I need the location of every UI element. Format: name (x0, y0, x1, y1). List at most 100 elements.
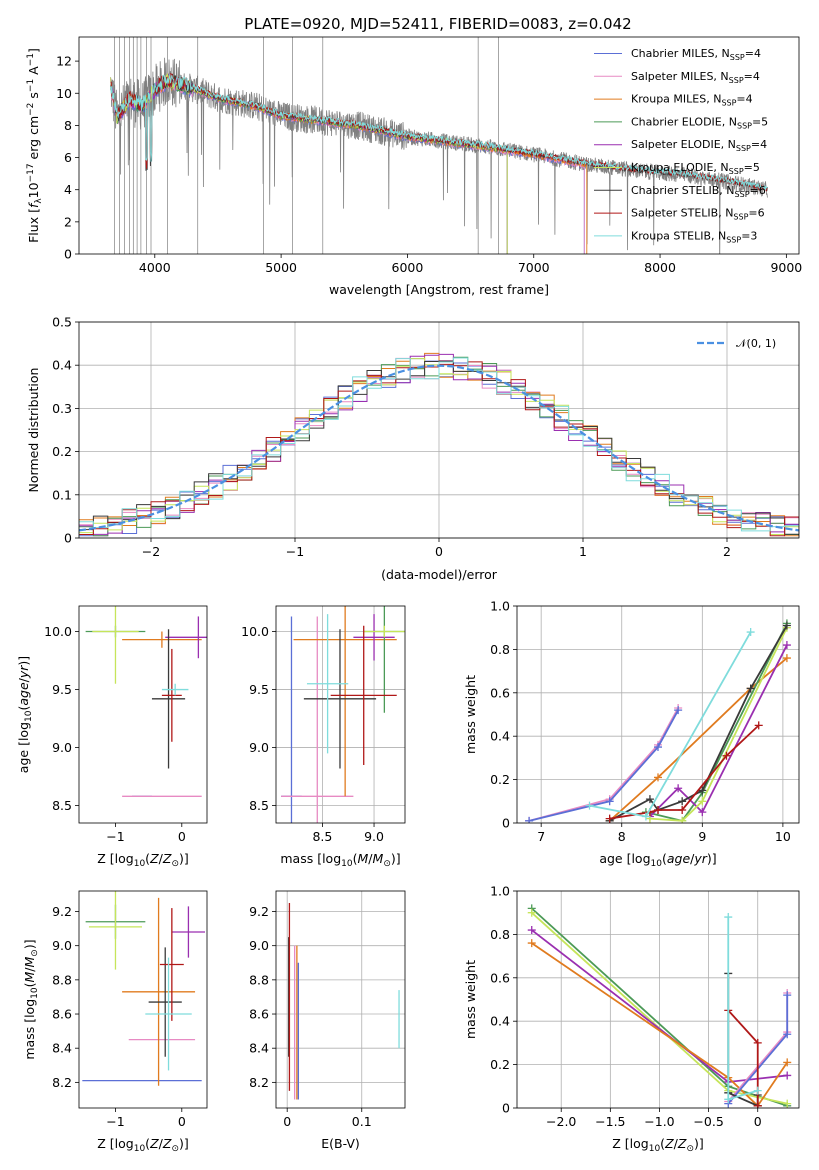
legend-sub: SSP (737, 121, 752, 130)
legend-sub: SSP (721, 99, 736, 108)
y-tick-label: 9.0 (52, 938, 72, 953)
data-point (783, 1071, 792, 1080)
plot-area-mass-weight-vs-Z (527, 904, 792, 1108)
legend-tail: =4 (745, 47, 761, 60)
y-tick-label: 1.0 (490, 599, 510, 614)
y-tick-label: 0.4 (490, 1014, 510, 1029)
data-point (645, 795, 654, 804)
x-tick-label: 7000 (518, 260, 550, 275)
data-point (753, 1101, 762, 1108)
data-point (782, 621, 791, 630)
x-tick-label: 0 (754, 1114, 762, 1129)
y-tick-label: 0.6 (490, 970, 510, 985)
y-tick-label: 6 (64, 150, 72, 165)
series-line (528, 707, 679, 822)
y-tick-label: 0 (502, 816, 510, 831)
y-tick-label: 0 (64, 531, 72, 546)
axes-frame (275, 605, 406, 824)
legend-entry: Salpeter ELODIE, NSSP=4 (631, 138, 767, 153)
y-axis-label: age [log10(age/yr)] (16, 656, 34, 773)
data-point (754, 721, 763, 730)
y-tick-label: 10.0 (241, 624, 269, 639)
y-tick-label: 9.5 (52, 682, 72, 697)
legend-entry: Chabrier MILES, NSSP=4 (631, 47, 761, 62)
data-point (698, 808, 707, 817)
x-tick-label: 0 (283, 1114, 291, 1129)
axes-frame (516, 605, 800, 824)
y-tick-label: 0.8 (490, 927, 510, 942)
data-point (585, 801, 594, 810)
x-tick-label: −1 (106, 829, 124, 844)
y-tick-label: 8.4 (52, 1041, 72, 1056)
series-line (528, 709, 679, 822)
x-axis-label: Z [log10(Z/Z⊙)] (97, 851, 189, 869)
model-spectrum (110, 74, 768, 191)
panel-mass-vs-Z: −1 0 8.2 8.4 8.6 8.8 9.0 9.2 Z [log10(Z/Z⊙)] mass… (22, 890, 208, 1154)
x-tick-label: −1 (286, 544, 304, 559)
y-tick-label: 4 (64, 182, 72, 197)
y-tick-label: 0 (64, 247, 72, 262)
x-tick-label: −1.5 (595, 1114, 625, 1129)
legend-entry: 𝒩(0, 1) (736, 337, 776, 350)
x-tick-label: −1 (106, 1114, 124, 1129)
y-axis-label: mass weight (463, 675, 478, 754)
y-tick-label: 9.0 (249, 740, 269, 755)
panel-residuals: −2 −1 0 1 2 0 0.1 0.2 0.3 0.4 0.5 (data-model)/erro… (26, 315, 800, 582)
y-tick-label: 0.4 (490, 729, 510, 744)
legend-entry: Chabrier STELIB, NSSP=6 (631, 184, 766, 199)
panel-age-vs-mass: 8.5 9.0 8.5 9.0 9.5 10.0 mass [log10(M/M⊙)] (241, 605, 406, 869)
y-tick-label: 8.5 (249, 798, 269, 813)
plot-area-age-vs-Z (85, 606, 207, 797)
legend-base: Salpeter MILES, N (631, 70, 729, 83)
series-line (649, 627, 788, 822)
model-spectrum (110, 74, 588, 254)
axes-frame (516, 890, 800, 1109)
x-tick-label: 2 (723, 544, 731, 559)
x-tick-label: −2.0 (546, 1114, 576, 1129)
x-axis-label: mass [log10(M/M⊙)] (280, 851, 400, 869)
legend-base: Kroupa ELODIE, N (631, 161, 729, 174)
legend-tail: =6 (750, 184, 766, 197)
data-point (783, 991, 792, 1000)
x-tick-label: 8000 (644, 260, 676, 275)
grid-mass-vs-ebv (276, 891, 405, 1108)
plot-area-age-vs-mass (281, 606, 405, 823)
data-point (783, 1030, 792, 1039)
legend-tail: =5 (752, 115, 768, 128)
data-point (783, 1099, 792, 1108)
data-point (678, 805, 687, 814)
y-tick-label: 1.0 (490, 884, 510, 899)
y-tick-label: 8 (64, 118, 72, 133)
y-tick-label: 9.2 (249, 904, 269, 919)
model-spectrum (110, 77, 585, 254)
y-tick-label: 9.2 (52, 904, 72, 919)
x-tick-label: 0 (178, 829, 186, 844)
x-axis-label: (data-model)/error (381, 567, 498, 582)
data-point (605, 814, 614, 823)
legend-sub: SSP (729, 76, 744, 85)
axes-frame (78, 321, 800, 539)
x-tick-label: 0 (435, 544, 443, 559)
y-tick-label: 8.8 (52, 972, 72, 987)
data-point (641, 812, 650, 821)
legend-entry: Kroupa ELODIE, NSSP=5 (631, 161, 760, 176)
legend-base: Chabrier ELODIE, N (631, 115, 737, 128)
data-point (654, 743, 662, 752)
y-tick-label: 0.8 (490, 642, 510, 657)
x-tick-label: 7 (537, 829, 545, 844)
data-point (722, 751, 731, 760)
data-point (527, 939, 536, 948)
plot-area-residuals (79, 352, 799, 537)
legend-entry: Chabrier ELODIE, NSSP=5 (631, 115, 768, 130)
legend-tail: =4 (751, 138, 767, 151)
y-axis-label: Normed distribution (26, 368, 41, 493)
legend-tail: =6 (748, 207, 764, 220)
y-tick-label: 8.2 (52, 1075, 72, 1090)
grid-mass-weight-vs-age (517, 605, 799, 824)
y-tick-label: 10.0 (44, 624, 72, 639)
y-tick-label: 0 (502, 1101, 510, 1116)
y-tick-label: 8.5 (52, 798, 72, 813)
y-axis-label: Flux [fλ10−17 erg cm−2 s−1 A−1] (26, 48, 44, 243)
